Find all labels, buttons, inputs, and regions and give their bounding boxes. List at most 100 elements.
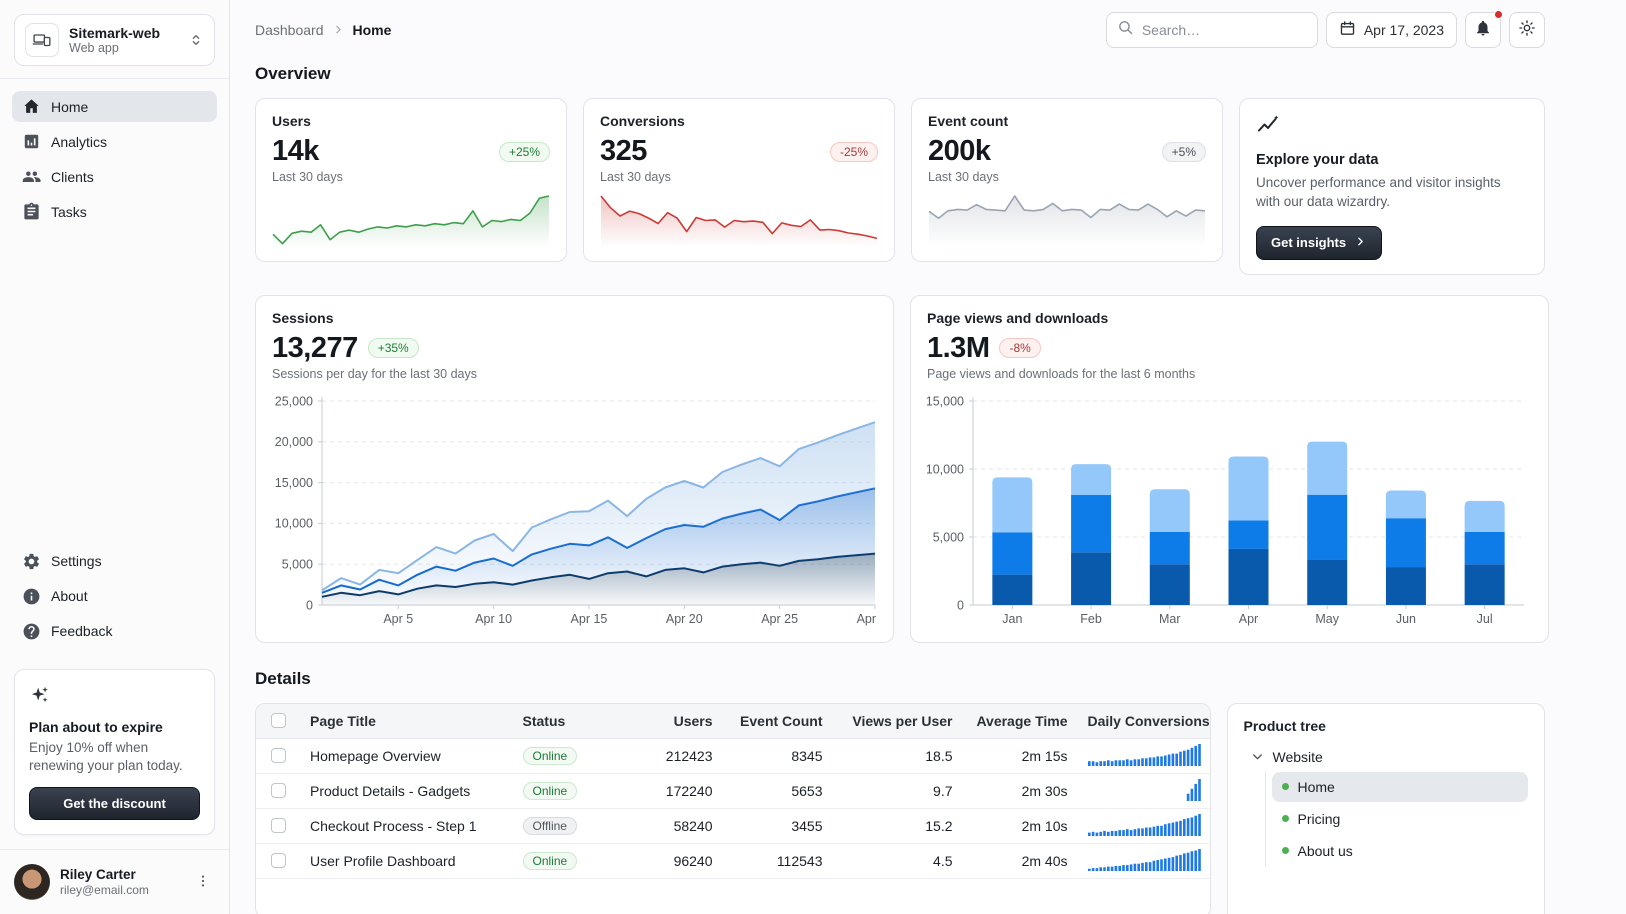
workspace-text: Sitemark-web Web app	[69, 25, 178, 55]
sessions-chart-card: Sessions 13,277 +35% Sessions per day fo…	[255, 294, 894, 643]
col-daily-conversions: Daily Conversions	[1087, 712, 1210, 729]
table-row[interactable]: Checkout Process - Step 1 Offline 58240 …	[256, 809, 1210, 844]
top-controls: Apr 17, 2023	[1105, 9, 1545, 48]
sidebar-item-about[interactable]: About	[12, 581, 217, 612]
svg-text:0: 0	[957, 598, 964, 612]
status-badge: Offline	[522, 816, 577, 835]
cell-users: 58240	[673, 817, 713, 834]
svg-text:Mar: Mar	[1159, 612, 1181, 626]
user-name: Riley Carter	[60, 866, 136, 882]
tree-node-website[interactable]: Website	[1244, 742, 1529, 772]
stat-card-conversions: Conversions 325 -25% Last 30 days	[583, 98, 895, 262]
tree-item-pricing[interactable]: Pricing	[1272, 804, 1529, 834]
sidebar-item-label: Feedback	[51, 623, 113, 640]
sessions-delta-badge: +35%	[367, 338, 419, 359]
green-dot-icon	[1281, 783, 1289, 791]
tree-root-label: Website	[1272, 748, 1323, 765]
daily-conversions-sparkline	[1087, 744, 1201, 767]
svg-text:Apr 5: Apr 5	[383, 612, 413, 626]
table-row[interactable]: User Profile Dashboard Online 96240 1125…	[256, 844, 1210, 879]
table-row[interactable]: Homepage Overview Online 212423 8345 18.…	[256, 739, 1210, 774]
svg-text:15,000: 15,000	[275, 476, 313, 490]
table-row-partial	[256, 879, 1210, 914]
insights-icon	[1256, 113, 1280, 142]
col-status: Status	[522, 712, 566, 729]
analytics-icon	[22, 132, 41, 151]
tree-item-home[interactable]: Home	[1271, 771, 1528, 802]
workspace-type: Web app	[69, 40, 119, 55]
sidebar: Sitemark-web Web app Home Analytics Clie…	[0, 0, 230, 914]
svg-text:Jun: Jun	[1396, 612, 1416, 626]
sessions-subtitle: Sessions per day for the last 30 days	[272, 366, 477, 381]
sidebar-nav-main: Home Analytics Clients Tasks	[0, 79, 229, 239]
chevron-right-icon	[1354, 235, 1367, 251]
dots-vertical-icon	[195, 873, 211, 892]
svg-text:25,000: 25,000	[275, 394, 313, 408]
search-input[interactable]	[1141, 21, 1307, 38]
svg-text:0: 0	[306, 598, 313, 612]
breadcrumb-dashboard[interactable]: Dashboard	[255, 21, 324, 38]
stat-card-event-count: Event count 200k +5% Last 30 days	[911, 98, 1223, 262]
breadcrumb-current: Home	[352, 21, 392, 38]
cell-daily-conversions	[1078, 742, 1210, 769]
sidebar-item-label: Settings	[51, 553, 102, 570]
stat-sparkline	[928, 195, 1206, 247]
stat-delta-badge: -25%	[829, 141, 878, 162]
svg-text:Apr: Apr	[1239, 612, 1258, 626]
user-email: riley@email.com	[60, 882, 149, 897]
row-checkbox[interactable]	[270, 783, 286, 799]
date-label: Apr 17, 2023	[1363, 21, 1444, 38]
row-checkbox[interactable]	[270, 818, 286, 834]
tree-item-label: Pricing	[1297, 810, 1341, 827]
search-box[interactable]	[1105, 11, 1318, 48]
get-insights-button[interactable]: Get insights	[1256, 225, 1383, 260]
stat-delta-badge: +5%	[1161, 141, 1206, 162]
svg-text:Jul: Jul	[1477, 612, 1493, 626]
sidebar-item-tasks[interactable]: Tasks	[12, 196, 217, 227]
svg-text:5,000: 5,000	[282, 557, 313, 571]
get-insights-label: Get insights	[1271, 235, 1347, 251]
cell-status: Offline	[513, 816, 618, 835]
pageviews-chart-area: 0 5,000 10,000 15,000 Jan Feb Mar Apr May Jun Jul	[926, 391, 1532, 636]
sidebar-item-feedback[interactable]: Feedback	[12, 616, 217, 647]
date-picker-button[interactable]: Apr 17, 2023	[1325, 11, 1457, 48]
sidebar-item-clients[interactable]: Clients	[12, 161, 217, 192]
sidebar-nav-secondary: Settings About Feedback	[0, 534, 229, 659]
user-profile: Riley Carter riley@email.com	[0, 849, 229, 914]
pageviews-chart-card: Page views and downloads 1.3M -8% Page v…	[910, 294, 1549, 643]
col-event-count: Event Count	[740, 712, 823, 729]
sidebar-item-home[interactable]: Home	[12, 91, 217, 122]
overview-grid: Users 14k +25% Last 30 days Conversions …	[255, 98, 1545, 275]
sidebar-item-label: Clients	[51, 168, 94, 185]
details-table: Page Title Status Users Event Count View…	[255, 702, 1211, 914]
svg-text:Apr 10: Apr 10	[475, 612, 512, 626]
sidebar-item-analytics[interactable]: Analytics	[12, 126, 217, 157]
bell-icon	[1474, 19, 1492, 40]
sessions-chart: 0 5,000 10,000 15,000 20,000 25,000 Apr 5 Apr 1…	[275, 394, 894, 626]
explore-body: Uncover performance and visitor insights…	[1256, 175, 1501, 209]
notifications-button[interactable]	[1465, 9, 1503, 48]
sparkle-icon	[29, 684, 200, 711]
cell-page-title: Product Details - Gadgets	[310, 782, 471, 799]
col-views-per-user: Views per User	[852, 712, 953, 729]
cell-daily-conversions	[1078, 847, 1210, 874]
sessions-value: 13,277	[272, 331, 358, 364]
row-checkbox[interactable]	[270, 853, 286, 869]
explore-title: Explore your data	[1256, 152, 1379, 168]
workspace-section: Sitemark-web Web app	[0, 0, 229, 79]
theme-toggle-button[interactable]	[1509, 11, 1545, 48]
sidebar-item-label: Tasks	[51, 203, 87, 220]
plan-body: Enjoy 10% off when renewing your plan to…	[29, 739, 183, 773]
sidebar-item-settings[interactable]: Settings	[12, 546, 217, 577]
tree-item-about-us[interactable]: About us	[1272, 836, 1529, 866]
pageviews-value: 1.3M	[927, 331, 990, 364]
row-checkbox[interactable]	[270, 748, 286, 764]
workspace-selector[interactable]: Sitemark-web Web app	[14, 14, 215, 66]
table-row[interactable]: Product Details - Gadgets Online 172240 …	[256, 774, 1210, 809]
get-discount-button[interactable]: Get the discount	[29, 787, 200, 820]
select-all-checkbox[interactable]	[270, 713, 286, 729]
explore-data-card: Explore your data Uncover performance an…	[1239, 98, 1545, 275]
user-menu-button[interactable]	[191, 869, 215, 896]
search-icon	[1117, 19, 1134, 41]
